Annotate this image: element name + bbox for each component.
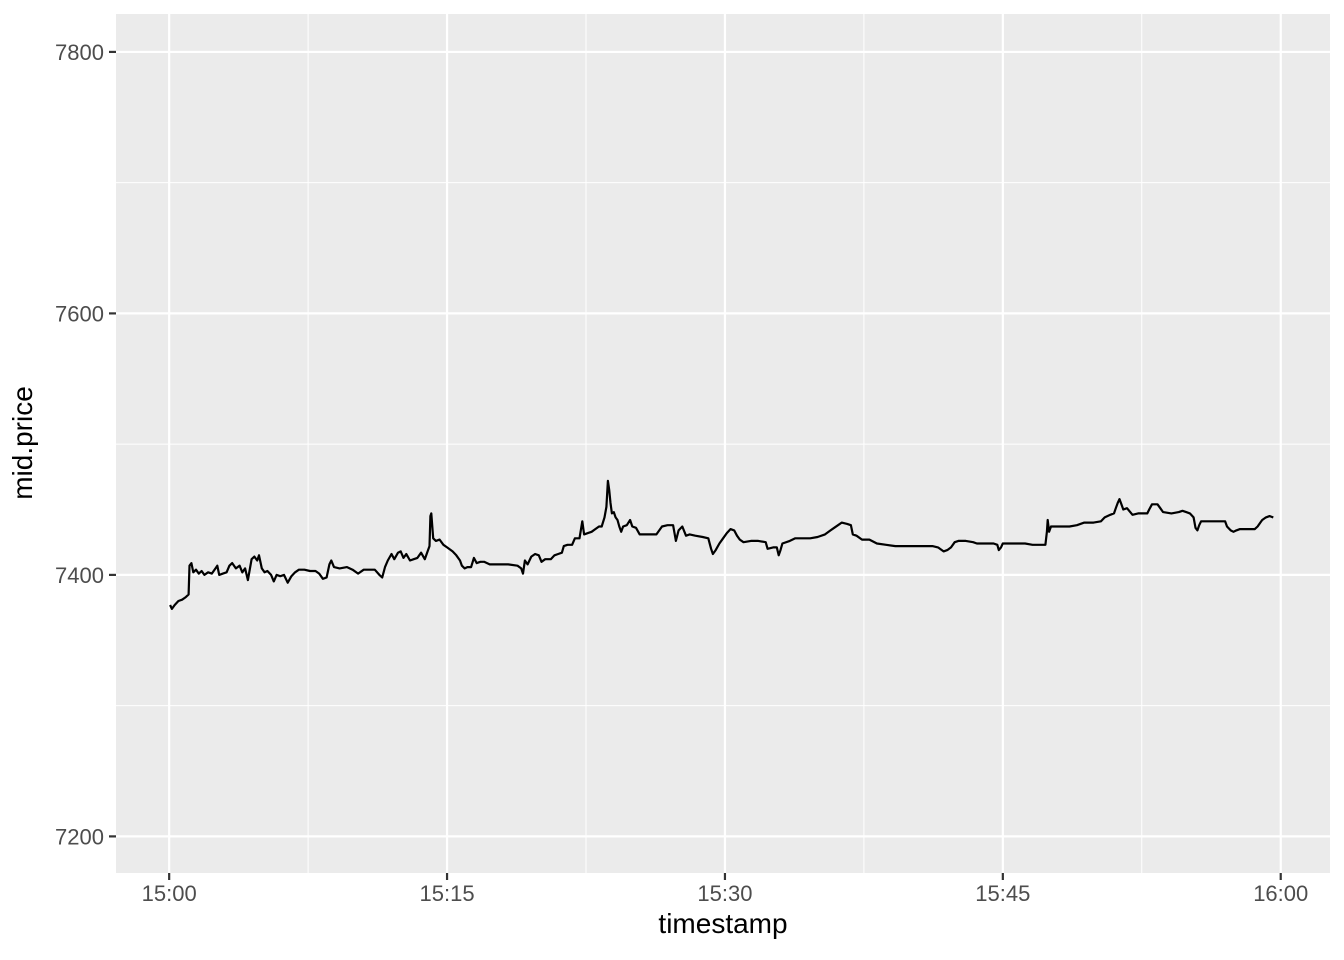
y-tick-label: 7600 [55, 301, 104, 326]
x-tick-label: 15:45 [975, 881, 1030, 906]
y-axis-title: mid.price [7, 386, 38, 500]
x-tick-label: 16:00 [1253, 881, 1308, 906]
x-tick-label: 15:30 [697, 881, 752, 906]
x-axis-title: timestamp [658, 908, 787, 939]
y-tick-label: 7200 [55, 824, 104, 849]
plot-panel [116, 14, 1330, 873]
y-tick-label: 7400 [55, 563, 104, 588]
x-tick-label: 15:15 [420, 881, 475, 906]
plot-area: 15:00 15:15 15:30 15:45 16:00 7200 7400 7600 780… [55, 14, 1330, 906]
x-tick-label: 15:00 [142, 881, 197, 906]
y-tick-label: 7800 [55, 40, 104, 65]
mid-price-line [169, 479, 1274, 610]
